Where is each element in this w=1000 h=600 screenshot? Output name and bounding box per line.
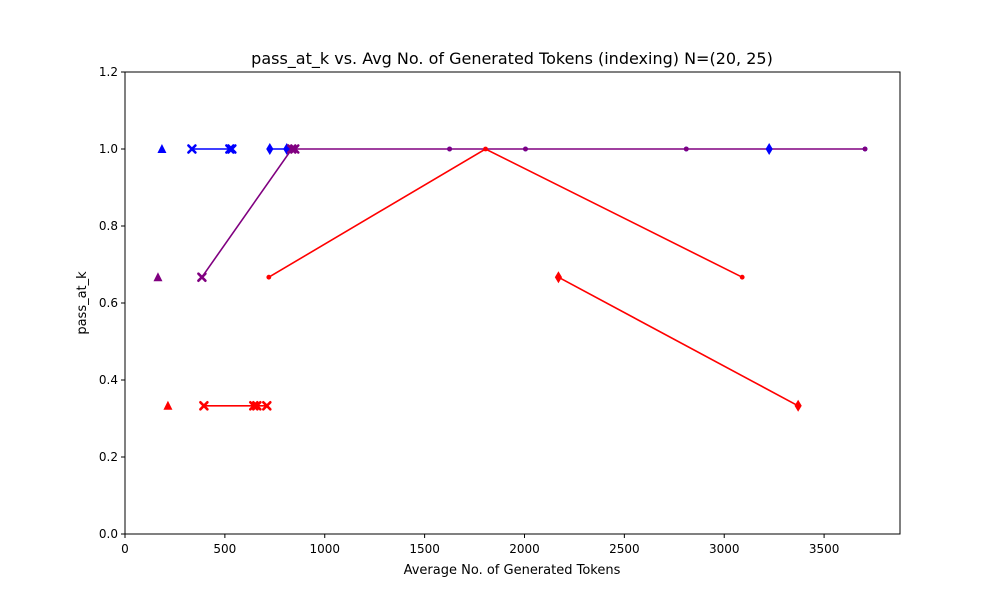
y-tick-label: 0.6 [99, 296, 118, 310]
x-axis: 0 500 1000 1500 2000 2500 3000 3500 [121, 534, 839, 556]
y-tick-label: 0.0 [99, 527, 118, 541]
x-marker [225, 144, 235, 154]
diamond-marker [283, 143, 291, 155]
dot-marker [683, 146, 689, 152]
x-marker [262, 400, 272, 411]
y-axis-label: pass_at_k [75, 271, 90, 335]
x-tick-label: 1500 [409, 542, 440, 556]
diamond-marker [266, 143, 274, 155]
x-tick-label: 1000 [309, 542, 340, 556]
x-tick-label: 0 [121, 542, 129, 556]
diamond-marker [765, 143, 773, 155]
x-tick-label: 500 [213, 542, 236, 556]
triangle-marker [153, 272, 163, 282]
x-tick-label: 3000 [709, 542, 740, 556]
series-line [201, 148, 295, 278]
triangle-marker [163, 400, 173, 410]
y-tick-label: 0.8 [99, 219, 118, 233]
chart-title: pass_at_k vs. Avg No. of Generated Token… [251, 49, 773, 69]
dot-marker [483, 146, 488, 152]
x-marker [199, 400, 209, 411]
dot-marker [266, 274, 272, 280]
y-axis: 0.0 0.2 0.4 0.6 0.8 1.0 1.2 [99, 65, 125, 541]
y-tick-label: 1.0 [99, 142, 118, 156]
triangle-marker [157, 144, 167, 153]
x-marker [227, 144, 237, 154]
dot-marker [523, 146, 528, 152]
series-line [558, 276, 799, 407]
dot-marker [447, 146, 452, 152]
dot-marker [739, 274, 745, 280]
dot-marker [292, 146, 298, 152]
x-axis-label: Average No. of Generated Tokens [404, 563, 621, 578]
series-line [268, 148, 743, 278]
x-tick-label: 2500 [609, 542, 640, 556]
plot-frame [124, 71, 901, 535]
diamond-marker [794, 399, 802, 412]
y-tick-label: 1.2 [99, 65, 118, 79]
x-marker [252, 400, 262, 411]
x-marker [197, 272, 207, 283]
plot-area [153, 143, 868, 412]
y-tick-label: 0.4 [99, 373, 118, 387]
x-tick-label: 3500 [809, 542, 840, 556]
x-marker [187, 144, 197, 154]
y-tick-label: 0.2 [99, 450, 118, 464]
dot-marker [862, 146, 868, 152]
x-tick-label: 2000 [509, 542, 540, 556]
diamond-marker [554, 271, 563, 284]
